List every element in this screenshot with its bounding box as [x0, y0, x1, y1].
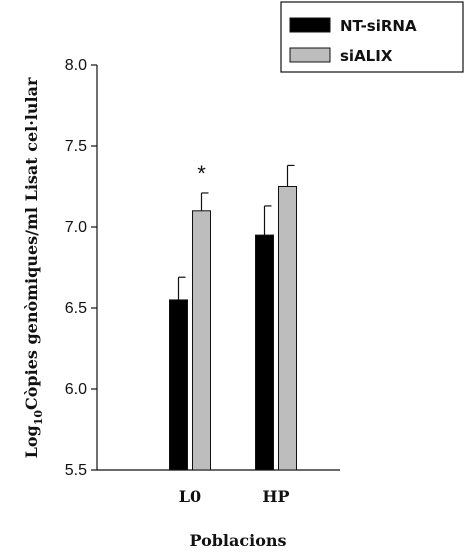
legend-label: siALIX — [340, 47, 393, 65]
y-axis-title: Log10Còpies genòmiques/ml Lisat cel·lula… — [22, 77, 45, 458]
x-tick-label: HP — [262, 487, 289, 506]
y-axis-title-prefix: Log — [22, 425, 41, 458]
bars — [169, 186, 297, 471]
legend-label: NT-siRNA — [340, 17, 417, 35]
y-tick-label: 8.0 — [65, 57, 87, 74]
y-tick-label: 7.0 — [65, 219, 87, 236]
significance-marker: * — [197, 161, 206, 186]
legend: NT-siRNA siALIX — [280, 1, 464, 73]
y-axis-title-subscript: 10 — [32, 410, 45, 426]
y-tick-label: 6.5 — [65, 300, 87, 317]
bar — [169, 299, 188, 471]
bar — [278, 186, 297, 471]
error-bars — [177, 164, 295, 300]
y-axis-title-text: Còpies genòmiques/ml Lisat cel·lular — [22, 77, 41, 410]
legend-items: NT-siRNA siALIX — [289, 17, 417, 65]
annotations: * — [197, 161, 206, 186]
y-tick-label: 5.5 — [65, 462, 87, 479]
legend-swatch — [289, 47, 331, 63]
legend-swatch — [289, 17, 331, 33]
axes — [96, 65, 340, 471]
bar — [255, 234, 274, 471]
x-tick-labels: L0 HP — [179, 487, 290, 506]
y-tick-label: 7.5 — [65, 138, 87, 155]
bar — [192, 210, 211, 471]
x-axis-title: Poblacions — [189, 531, 286, 550]
y-tick-label: 6.0 — [65, 381, 87, 398]
y-ticks: 5.5 6.0 6.5 7.0 7.5 8.0 — [65, 57, 97, 479]
x-tick-label: L0 — [179, 487, 201, 506]
